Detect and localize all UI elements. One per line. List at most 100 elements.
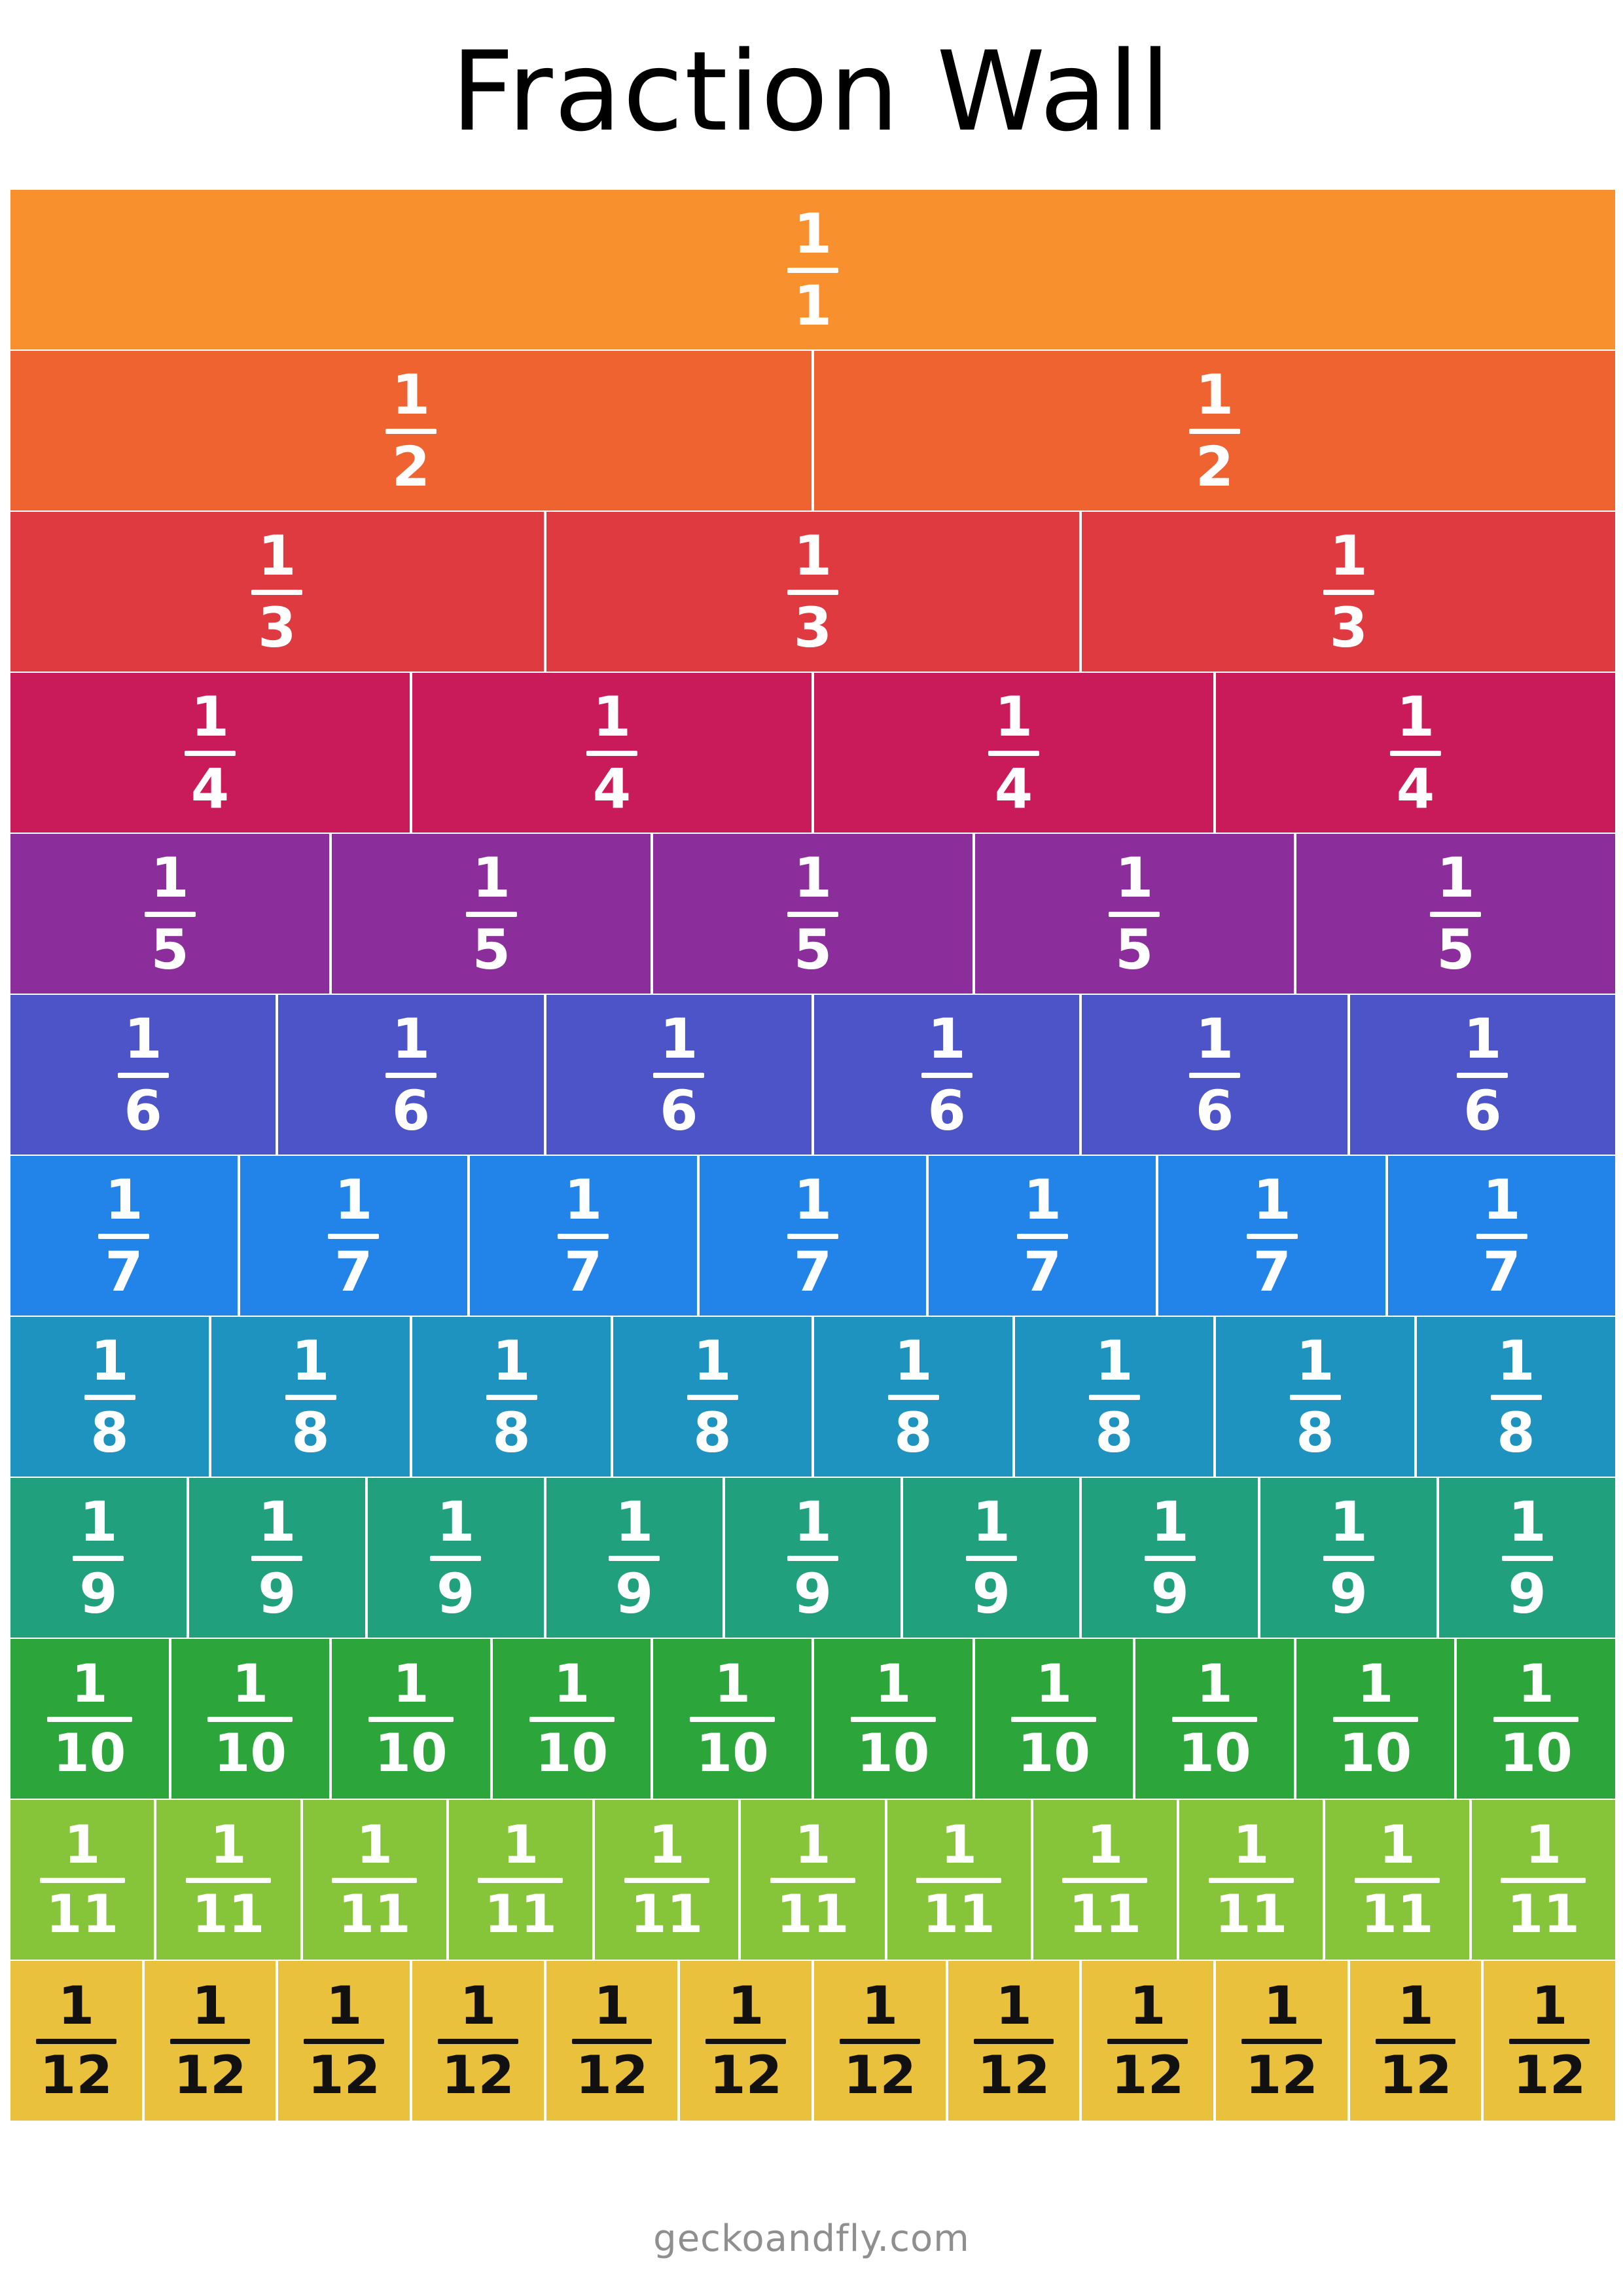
fraction-numerator: 1	[995, 1975, 1032, 2036]
fraction-numerator: 1	[1497, 1329, 1535, 1393]
fraction-numerator: 1	[660, 1007, 698, 1071]
fraction-bar	[98, 1234, 150, 1239]
fraction-label: 1 12	[36, 1980, 116, 2102]
fraction-label: 1 12	[840, 1980, 920, 2102]
fraction-bar	[571, 2039, 652, 2044]
fraction-denominator: 11	[630, 1884, 704, 1945]
fraction-bar	[1088, 1395, 1140, 1400]
fraction-denominator: 10	[857, 1723, 930, 1784]
fraction-tile: 1 12	[1079, 1961, 1214, 2121]
fraction-denominator: 10	[1178, 1723, 1251, 1784]
fraction-tile: 1 11	[1030, 1800, 1177, 1960]
fraction-label: 1 11	[770, 1819, 855, 1941]
fraction-bar	[1390, 751, 1441, 756]
fraction-denominator: 8	[1497, 1401, 1535, 1465]
fraction-tile: 1 11	[10, 1800, 154, 1960]
fraction-denominator: 9	[1329, 1562, 1368, 1626]
fraction-denominator: 8	[894, 1401, 933, 1465]
fraction-numerator: 1	[258, 524, 296, 588]
fraction-bar	[144, 912, 196, 917]
fraction-denominator: 7	[105, 1240, 143, 1304]
fraction-label: 1 10	[46, 1653, 132, 1780]
fraction-bar	[385, 1073, 437, 1078]
fraction-numerator: 1	[1463, 1007, 1502, 1071]
fraction-denominator: 10	[213, 1723, 287, 1784]
fraction-tile: 1 11	[592, 1800, 739, 1960]
fraction-numerator: 1	[71, 1653, 108, 1714]
fraction-bar	[1430, 912, 1482, 917]
fraction-numerator: 1	[1196, 1653, 1233, 1714]
fraction-numerator: 1	[553, 1653, 590, 1714]
fraction-denominator: 12	[441, 2045, 514, 2106]
fraction-denominator: 12	[843, 2045, 917, 2106]
fraction-numerator: 1	[190, 685, 230, 749]
fraction-denominator: 12	[1513, 2045, 1586, 2106]
fraction-numerator: 1	[325, 1975, 363, 2036]
fraction-numerator: 1	[232, 1653, 269, 1714]
fraction-tile: 1 10	[10, 1639, 169, 1799]
fraction-bar	[965, 1556, 1017, 1561]
fraction-bar	[1109, 912, 1160, 917]
fraction-denominator: 10	[535, 1723, 609, 1784]
fraction-denominator: 1	[793, 274, 832, 338]
fraction-denominator: 11	[45, 1884, 119, 1945]
fraction-denominator: 5	[1115, 918, 1154, 982]
fraction-tile: 1 10	[811, 1639, 972, 1799]
fraction-tile: 1 12	[141, 1961, 276, 2121]
fraction-numerator: 1	[192, 1975, 228, 2036]
fraction-denominator: 11	[1068, 1884, 1142, 1945]
fraction-denominator: 11	[1215, 1884, 1288, 1945]
fraction-bar	[690, 1717, 776, 1722]
fraction-tile: 1 10	[972, 1639, 1133, 1799]
fraction-denominator: 8	[1296, 1401, 1334, 1465]
fraction-label: 1 11	[478, 1819, 563, 1941]
fraction-label: 1 11	[185, 1819, 271, 1941]
fraction-label: 1 10	[368, 1658, 454, 1780]
fraction-denominator: 6	[391, 1079, 431, 1143]
fraction-bar	[787, 912, 838, 917]
fraction-numerator: 1	[592, 685, 632, 749]
fraction-tile: 1 12	[1481, 1961, 1616, 2121]
fraction-bar	[84, 1395, 135, 1400]
fraction-label: 1 12	[571, 1980, 652, 2102]
fraction-numerator: 1	[291, 1329, 330, 1393]
fraction-tile: 1 12	[410, 1961, 544, 2121]
fraction-numerator: 1	[894, 1329, 933, 1393]
fraction-bar	[840, 2039, 920, 2044]
fraction-label: 1 12	[973, 1975, 1054, 2102]
fraction-numerator: 1	[1436, 846, 1475, 910]
fraction-denominator: 8	[291, 1401, 330, 1465]
fraction-denominator: 4	[994, 757, 1033, 821]
fraction-denominator: 7	[334, 1240, 373, 1304]
fraction-denominator: 4	[592, 757, 632, 821]
